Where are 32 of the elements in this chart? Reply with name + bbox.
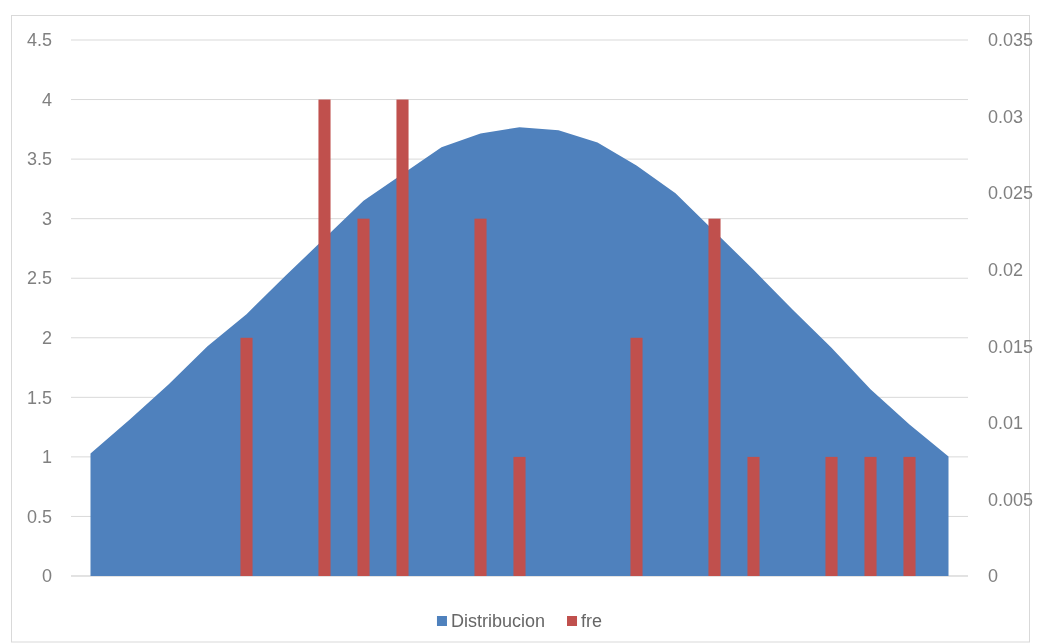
y2-tick-label: 0.02 [988, 259, 1024, 280]
bar [747, 456, 760, 576]
y2-tick-label: 0.03 [988, 106, 1024, 127]
legend-label: fre [581, 611, 603, 631]
y-tick-label: 4.5 [26, 30, 52, 51]
y-tick-label: 1 [41, 447, 52, 468]
bar [474, 218, 487, 576]
y-tick-label: 0.5 [26, 506, 52, 527]
y-tick-label: 4 [41, 89, 52, 110]
y2-tick-label: 0.01 [988, 413, 1024, 434]
y2-tick-label: 0.005 [988, 489, 1034, 510]
y-tick-label: 2.5 [26, 268, 52, 289]
bar [903, 456, 916, 576]
y2-tick-label: 0.035 [988, 30, 1034, 51]
bar [240, 337, 253, 576]
bar [864, 456, 877, 576]
y2-tick-label: 0.015 [988, 336, 1034, 357]
y-tick-label: 1.5 [26, 387, 52, 408]
y-tick-label: 2 [41, 328, 52, 349]
bar [825, 456, 838, 576]
bar [318, 99, 331, 576]
bar [708, 218, 721, 576]
y-tick-label: 3.5 [26, 149, 52, 170]
legend-label: Distribucion [450, 611, 546, 631]
y-tick-label: 3 [41, 208, 52, 229]
bar [513, 456, 526, 576]
y2-tick-label: 0 [988, 566, 999, 587]
bar [396, 99, 409, 576]
y-tick-label: 0 [41, 566, 52, 587]
bar [630, 337, 643, 576]
y2-tick-label: 0.025 [988, 183, 1034, 204]
bar [357, 218, 370, 576]
